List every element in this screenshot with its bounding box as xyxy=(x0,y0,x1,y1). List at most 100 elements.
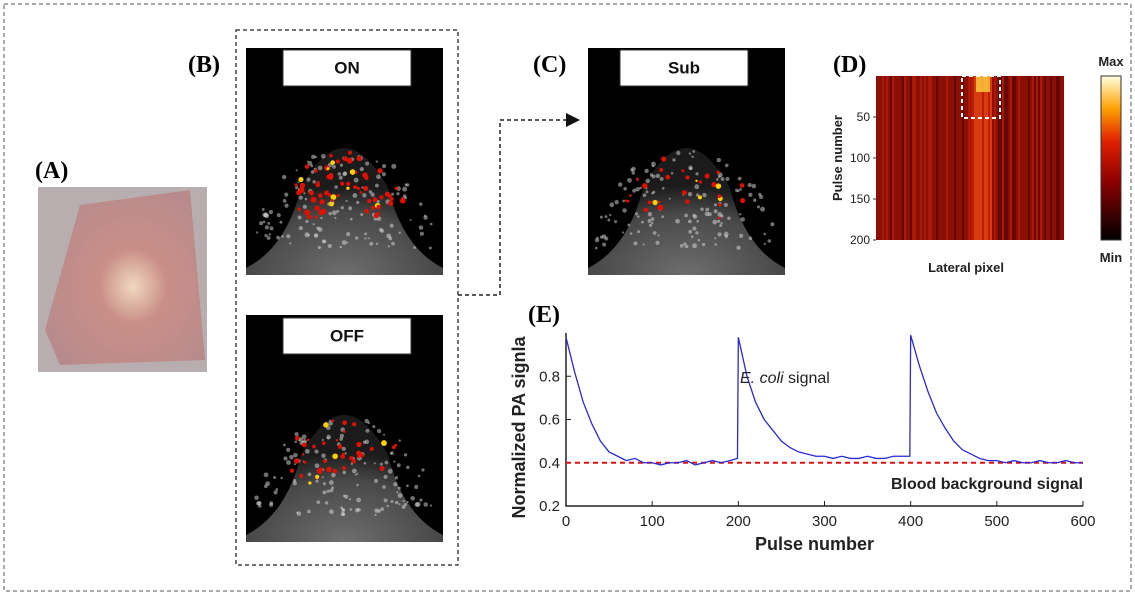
heatmap-stripe xyxy=(994,76,996,240)
heatmap-stripe xyxy=(970,76,972,240)
speckle xyxy=(419,231,424,236)
signal-dot xyxy=(321,441,326,445)
speckle xyxy=(642,193,647,197)
speckle xyxy=(609,213,612,217)
signal-dot xyxy=(323,459,327,464)
heatmap-stripe xyxy=(926,76,928,240)
heatmap-stripe xyxy=(1060,76,1062,240)
speckle xyxy=(342,494,346,498)
speckle xyxy=(369,241,374,246)
speckle xyxy=(627,177,632,183)
speckle xyxy=(675,218,680,224)
connector xyxy=(458,119,568,296)
speckle xyxy=(312,180,316,184)
speckle xyxy=(403,502,407,507)
speckle xyxy=(301,434,307,440)
speckle xyxy=(315,479,319,483)
heatmap-stripe xyxy=(1002,76,1004,240)
speckle xyxy=(354,236,359,240)
speckle xyxy=(644,168,649,174)
speckle xyxy=(356,472,359,475)
speckle xyxy=(340,206,344,210)
group-border xyxy=(235,29,459,566)
speckle xyxy=(602,242,607,247)
speckle xyxy=(293,463,296,466)
heatmap-stripe xyxy=(1040,76,1042,240)
speckle xyxy=(375,242,379,245)
heatmap-stripe xyxy=(1026,76,1028,240)
speckle xyxy=(607,218,611,222)
speckle xyxy=(264,225,270,230)
speckle xyxy=(286,460,291,465)
speckle xyxy=(346,241,349,244)
colorbar xyxy=(1100,75,1122,241)
speckle xyxy=(692,226,697,231)
signal-dot xyxy=(369,446,374,451)
signal-dot xyxy=(326,174,331,179)
annotation: E. coli signal xyxy=(740,370,830,387)
speckle xyxy=(334,217,337,220)
signal-dot xyxy=(354,171,358,174)
heatmap-stripe xyxy=(1018,76,1020,240)
signal-dot xyxy=(740,197,746,204)
heatmap-stripe xyxy=(906,76,908,240)
speckle xyxy=(273,476,277,479)
speckle xyxy=(651,161,656,167)
signal-dot xyxy=(362,172,368,178)
speckle xyxy=(719,224,723,227)
signal-dot xyxy=(346,186,350,190)
speckle xyxy=(282,198,287,203)
heatmap-stripe xyxy=(912,76,914,240)
speckle xyxy=(398,439,401,442)
speckle xyxy=(303,192,306,195)
speckle xyxy=(406,484,409,488)
speckle xyxy=(661,215,665,219)
speckle xyxy=(429,222,433,226)
signal-dot xyxy=(384,191,390,197)
panel-label: (A) xyxy=(35,158,68,184)
speckle xyxy=(609,202,615,208)
heatmap-stripe xyxy=(1010,76,1012,240)
speckle xyxy=(739,187,742,191)
signal-dot xyxy=(389,196,394,201)
speckle xyxy=(670,171,674,175)
speckle xyxy=(717,175,721,178)
speckle xyxy=(632,188,637,193)
speckle xyxy=(622,208,627,213)
speckle xyxy=(294,440,298,444)
signal-dot xyxy=(312,444,316,449)
signal-dot xyxy=(314,169,318,173)
signal-dot xyxy=(330,160,336,165)
speckle xyxy=(419,202,423,206)
speckle xyxy=(352,193,358,198)
speckle xyxy=(723,202,728,207)
speckle xyxy=(737,176,742,181)
speckle xyxy=(370,192,375,197)
speckle xyxy=(348,498,352,501)
x-tick-label: 600 xyxy=(1070,513,1095,530)
signal-dot xyxy=(290,468,295,473)
speckle xyxy=(379,462,383,466)
speckle xyxy=(423,215,428,220)
heatmap-stripe xyxy=(896,76,898,240)
speckle xyxy=(336,209,340,213)
speckle xyxy=(289,454,294,460)
speckle xyxy=(376,174,381,180)
speckle xyxy=(659,177,664,181)
heatmap-stripe xyxy=(930,76,932,240)
speckle xyxy=(751,183,757,189)
heatmap-stripe xyxy=(924,76,926,240)
speckle xyxy=(687,191,693,197)
signal-dot xyxy=(329,153,333,158)
speckle xyxy=(310,164,314,168)
signal-dot xyxy=(695,179,698,183)
speckle xyxy=(283,456,288,461)
speckle xyxy=(647,219,652,223)
speckle xyxy=(267,221,271,225)
heatmap-stripe xyxy=(946,76,948,240)
x-tick-label: 200 xyxy=(726,513,751,530)
speckle xyxy=(314,449,319,454)
heatmap-stripe xyxy=(960,76,962,240)
outer-border xyxy=(3,3,1132,592)
speckle xyxy=(402,186,408,192)
